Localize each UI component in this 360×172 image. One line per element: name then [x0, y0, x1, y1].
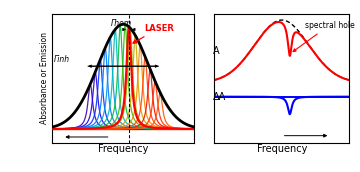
X-axis label: Frequency: Frequency [98, 144, 148, 154]
Text: Γinh: Γinh [54, 55, 69, 64]
Text: LASER: LASER [133, 24, 174, 43]
X-axis label: Frequency: Frequency [257, 144, 307, 154]
Text: spectral hole: spectral hole [293, 21, 354, 52]
Text: ΔA: ΔA [213, 92, 226, 102]
Text: Γhom: Γhom [111, 19, 132, 28]
Text: A: A [213, 46, 220, 56]
Y-axis label: Absorbance or Emission: Absorbance or Emission [40, 32, 49, 124]
